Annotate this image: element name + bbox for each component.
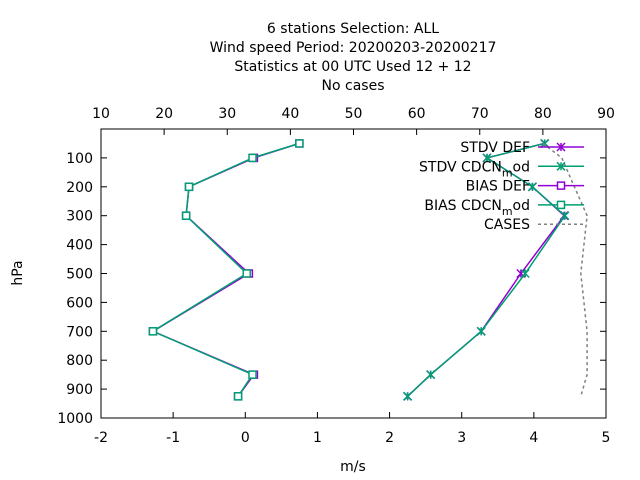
legend-marker	[556, 181, 566, 190]
title-line-1: 6 stations Selection: ALL	[267, 21, 439, 37]
legend-entry: CASES	[484, 217, 584, 233]
y-tick-label: 700	[66, 324, 93, 340]
x-tick-label: 5	[602, 430, 611, 446]
x-axis: -2 -1 0 1 2 3 4 5	[94, 412, 610, 446]
data-point	[248, 153, 257, 163]
data-point	[242, 269, 251, 278]
legend-label: STDV DEF	[460, 140, 530, 156]
x2-tick-label: 10	[92, 106, 110, 122]
data-point	[181, 211, 191, 220]
x-tick-label: 1	[313, 430, 322, 446]
series-2	[148, 139, 304, 401]
x2-tick-label: 20	[155, 106, 173, 122]
series-line	[542, 142, 588, 397]
legend-label: BIAS CDCNmod	[424, 198, 530, 218]
y-tick-label: 800	[66, 353, 93, 369]
x2-tick-label: 80	[534, 106, 552, 122]
series-3	[148, 139, 304, 401]
legend-entry: BIAS CDCNmod	[424, 198, 584, 218]
y-tick-label: 500	[66, 267, 93, 283]
x-tick-label: 3	[457, 430, 466, 446]
x-axis-label: m/s	[340, 459, 366, 475]
x2-tick-label: 50	[345, 106, 363, 122]
y-axis: 100 200 300 400 500 600 700 800 900 1000	[57, 151, 606, 427]
plot-frame	[100, 128, 607, 419]
series-1	[403, 138, 570, 401]
y-tick-label: 600	[66, 295, 93, 311]
x-tick-label: -1	[166, 430, 180, 446]
x-tick-label: -2	[94, 430, 108, 446]
x2-tick-label: 70	[471, 106, 489, 122]
y-tick-label: 300	[66, 209, 93, 225]
series-4	[542, 142, 588, 397]
x2-tick-label: 90	[597, 106, 615, 122]
x-tick-label: 0	[241, 430, 250, 446]
legend-entry: STDV CDCNmod	[419, 159, 584, 179]
series-line	[407, 142, 566, 397]
legend-label: CASES	[484, 217, 530, 233]
title-line-2: Wind speed Period: 20200203-20200217	[210, 40, 497, 56]
y-axis-label: hPa	[10, 260, 26, 285]
x2-tick-label: 30	[218, 106, 236, 122]
legend-entry: BIAS DEF	[466, 179, 584, 195]
data-point	[233, 392, 243, 401]
x2-tick-label: 40	[281, 106, 299, 122]
series-line	[151, 142, 300, 397]
y-tick-label: 1000	[57, 411, 93, 427]
data-point	[184, 182, 194, 192]
x2-axis: 10 20 30 40 50 60 70 80 90	[92, 106, 615, 135]
series-layer	[148, 138, 588, 401]
data-point	[295, 139, 304, 148]
y-tick-label: 200	[66, 180, 93, 196]
legend-entry: STDV DEF	[460, 140, 584, 156]
legend-label: STDV CDCNmod	[419, 159, 530, 179]
x-tick-label: 4	[529, 430, 538, 446]
x-tick-label: 2	[385, 430, 394, 446]
data-point	[148, 327, 158, 336]
chart-title: 6 stations Selection: ALL Wind speed Per…	[210, 21, 497, 94]
legend-marker	[556, 200, 566, 210]
y-tick-label: 400	[66, 238, 93, 254]
legend-label: BIAS DEF	[466, 179, 530, 195]
title-line-4: No cases	[322, 78, 385, 94]
x2-tick-label: 60	[408, 106, 426, 122]
y-tick-label: 900	[66, 382, 93, 398]
series-line	[151, 142, 300, 397]
title-line-3: Statistics at 00 UTC Used 12 + 12	[234, 59, 471, 75]
y-tick-label: 100	[66, 151, 93, 167]
data-point	[248, 370, 257, 379]
